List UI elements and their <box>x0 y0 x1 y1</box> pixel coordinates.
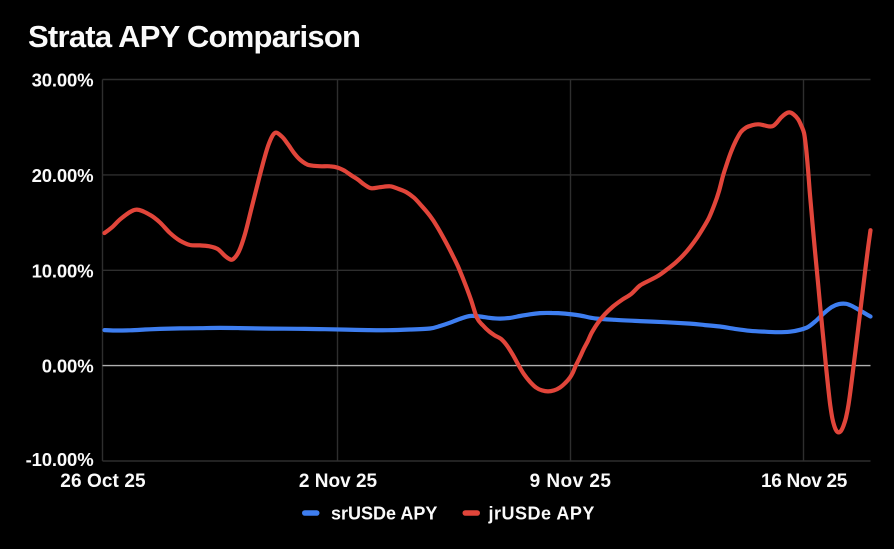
svg-text:0.00%: 0.00% <box>42 356 94 377</box>
svg-text:srUSDe APY: srUSDe APY <box>331 504 437 524</box>
svg-text:16 Nov 25: 16 Nov 25 <box>761 471 848 492</box>
svg-text:jrUSDe APY: jrUSDe APY <box>488 504 595 524</box>
svg-text:30.00%: 30.00% <box>32 70 94 91</box>
svg-text:-10.00%: -10.00% <box>26 449 94 470</box>
svg-text:Strata APY Comparison: Strata APY Comparison <box>28 19 360 54</box>
svg-text:9 Nov 25: 9 Nov 25 <box>530 471 612 492</box>
svg-text:2 Nov 25: 2 Nov 25 <box>299 471 378 492</box>
svg-text:20.00%: 20.00% <box>32 165 94 186</box>
svg-text:10.00%: 10.00% <box>32 260 94 281</box>
svg-text:26 Oct 25: 26 Oct 25 <box>60 471 146 492</box>
